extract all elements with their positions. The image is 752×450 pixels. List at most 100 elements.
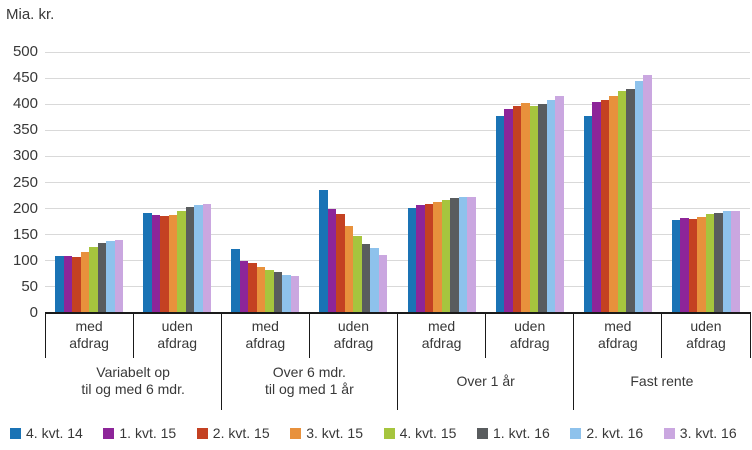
bar — [617, 91, 627, 313]
bar — [282, 274, 291, 313]
bar — [634, 81, 644, 313]
y-axis-unit-label: Mia. kr. — [6, 6, 55, 23]
gridline — [45, 182, 750, 183]
legend-item: 2. kvt. 15 — [196, 423, 270, 443]
group-separator-tick — [397, 313, 398, 410]
bar — [705, 213, 715, 313]
y-tick-label: 250 — [12, 173, 38, 191]
axis-tick — [132, 313, 134, 358]
bar — [114, 239, 124, 313]
gridline — [45, 129, 750, 131]
legend-swatch — [290, 427, 302, 439]
bar — [97, 242, 107, 313]
x-axis-line — [45, 312, 751, 314]
bar — [671, 219, 681, 313]
bar — [344, 226, 354, 313]
bar — [512, 106, 522, 313]
legend-label: 3. kvt. 15 — [306, 425, 363, 441]
bar — [458, 197, 468, 313]
bar — [327, 208, 337, 313]
y-tick-label: 400 — [12, 95, 38, 113]
y-tick-label: 300 — [12, 147, 38, 165]
y-tick-label: 150 — [12, 225, 38, 243]
gridline — [45, 208, 750, 210]
bar — [63, 256, 73, 313]
bar — [160, 216, 169, 313]
legend-item: 1. kvt. 16 — [477, 423, 550, 443]
bar — [407, 207, 417, 313]
bar — [555, 95, 564, 313]
bar — [353, 236, 362, 313]
bar — [265, 269, 274, 313]
group-label: Fast rente — [630, 372, 694, 389]
bar — [583, 116, 593, 313]
legend-label: 4. kvt. 14 — [26, 425, 83, 441]
legend-label: 2. kvt. 16 — [586, 425, 644, 441]
bar — [697, 216, 706, 313]
bar — [521, 102, 530, 313]
bar — [336, 214, 345, 313]
y-tick-label: 50 — [21, 277, 38, 295]
bar — [592, 101, 601, 313]
legend-swatch — [383, 427, 395, 439]
bar — [538, 104, 547, 313]
gridline — [45, 51, 750, 53]
y-tick-label: 450 — [12, 69, 38, 87]
bar — [290, 276, 300, 313]
bar — [143, 213, 152, 313]
bar — [546, 100, 556, 313]
axis-tick — [308, 313, 310, 358]
bar — [441, 200, 451, 313]
subgroup-label: uden afdrag — [509, 318, 550, 351]
legend-swatch — [663, 427, 675, 439]
legend-item: 2. kvt. 16 — [570, 423, 643, 443]
legend-label: 4. kvt. 15 — [399, 425, 457, 441]
axis-tick — [44, 313, 46, 358]
bar — [504, 108, 513, 313]
gridline — [45, 103, 750, 105]
legend-swatch — [103, 427, 115, 439]
legend-label: 2. kvt. 15 — [212, 425, 270, 441]
group-label: Over 6 mdr. til og med 1 år — [265, 364, 354, 397]
bar — [248, 263, 257, 313]
bar — [89, 246, 98, 313]
bar — [626, 88, 635, 313]
legend-swatch — [196, 427, 208, 439]
bar — [529, 105, 539, 313]
y-tick-label: 100 — [12, 251, 38, 269]
bar — [319, 190, 328, 313]
gridline — [45, 234, 750, 236]
bar — [495, 116, 505, 313]
bar — [239, 260, 249, 313]
bar — [55, 255, 64, 313]
subgroup-label: med afdrag — [597, 318, 638, 351]
bar — [202, 203, 212, 313]
legend-item: 4. kvt. 14 — [10, 423, 83, 443]
bar — [168, 214, 178, 313]
subgroup-label: med afdrag — [69, 318, 109, 351]
group-separator-tick — [220, 313, 222, 410]
bar — [194, 204, 203, 313]
bar — [680, 217, 689, 313]
gridline — [45, 155, 750, 157]
bar — [450, 198, 459, 313]
bar — [416, 204, 425, 313]
bar — [231, 248, 240, 313]
subgroup-label: uden afdrag — [333, 318, 374, 351]
legend-item: 3. kvt. 15 — [290, 423, 363, 443]
bar — [72, 256, 81, 313]
bar — [424, 204, 434, 313]
bar — [609, 95, 618, 313]
group-label: Over 1 år — [456, 372, 515, 389]
bar — [185, 206, 195, 313]
bar — [80, 251, 90, 313]
gridline — [45, 286, 750, 288]
bar — [177, 211, 186, 313]
bar — [151, 215, 161, 313]
subgroup-label: uden afdrag — [157, 318, 198, 351]
axis-tick — [749, 313, 751, 358]
group-label: Variabelt op til og med 6 mdr. — [81, 364, 185, 397]
legend-label: 3. kvt. 16 — [679, 425, 737, 441]
